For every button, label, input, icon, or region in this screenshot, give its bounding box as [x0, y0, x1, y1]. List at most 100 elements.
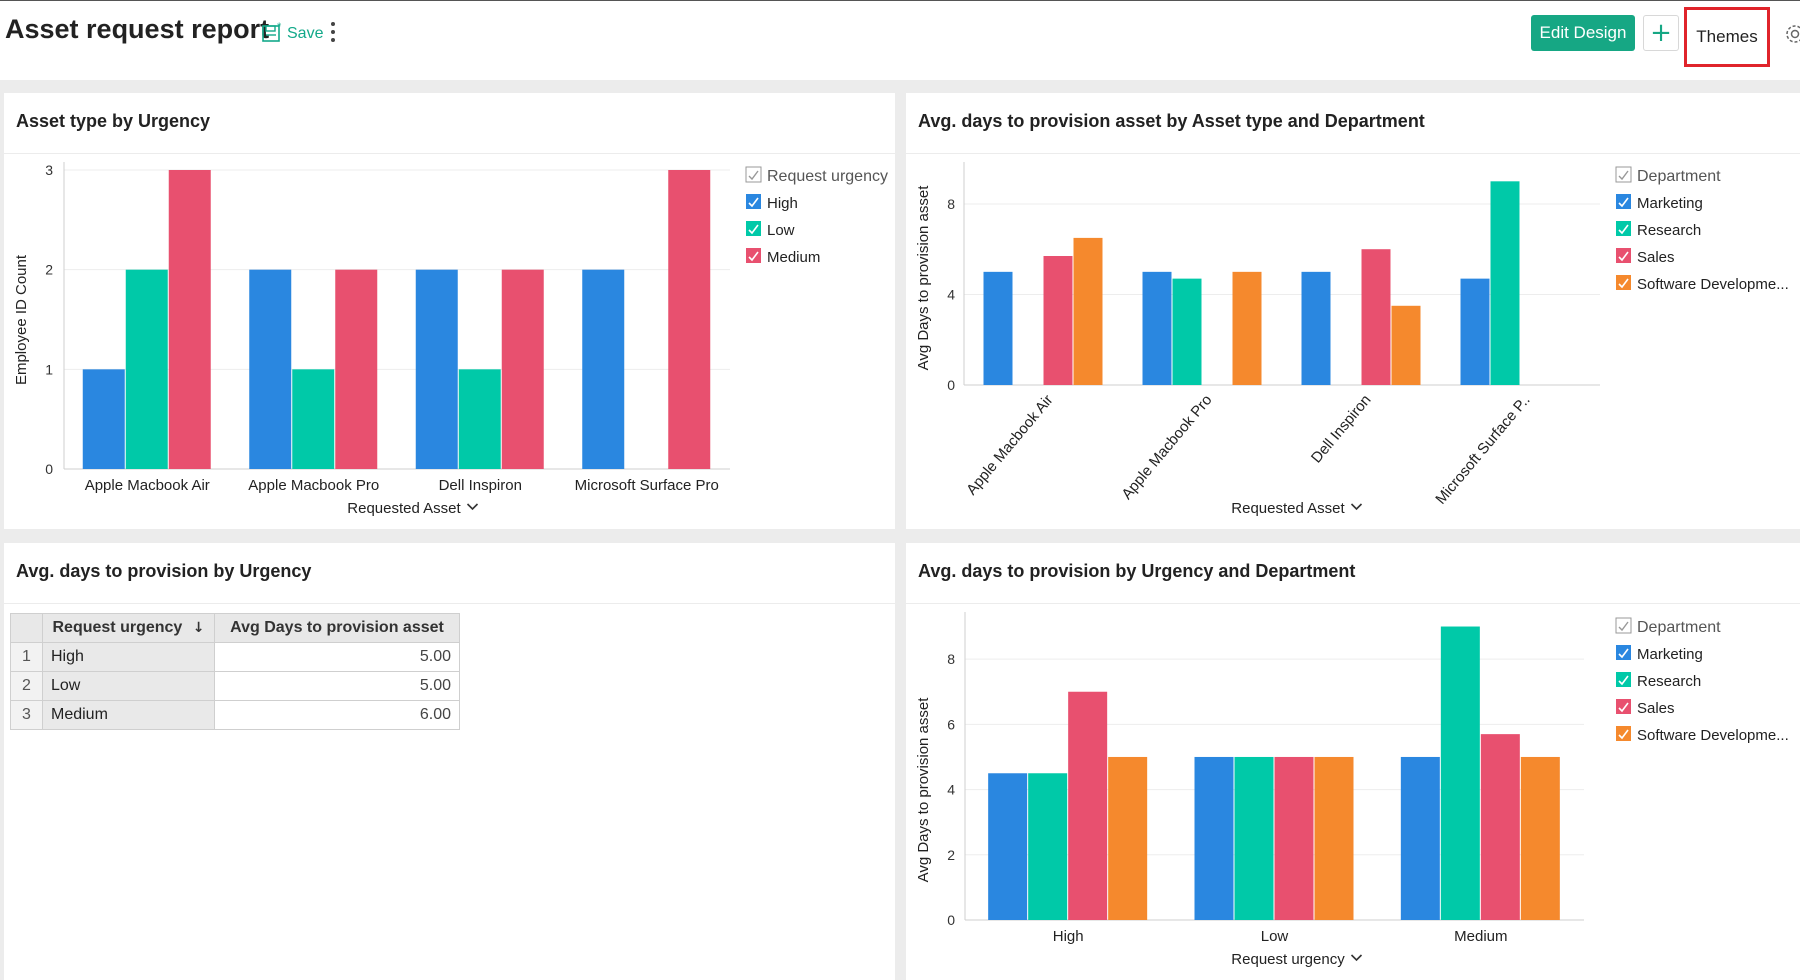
bar-medium[interactable]	[668, 170, 711, 469]
x-tick-label: Microsoft Surface Pro	[575, 477, 719, 494]
bar-marketing[interactable]	[1400, 756, 1440, 920]
bar-research[interactable]	[1234, 756, 1274, 920]
bar-marketing[interactable]	[1301, 271, 1331, 385]
row-label: Medium	[42, 700, 215, 730]
divider	[906, 603, 1800, 604]
x-tick-label: Apple Macbook Air	[85, 477, 210, 494]
check-icon	[748, 170, 759, 181]
bar-sales[interactable]	[1068, 691, 1108, 920]
add-button[interactable]: +	[1643, 15, 1679, 51]
bar-sales[interactable]	[1043, 256, 1073, 385]
row-number-header	[10, 613, 43, 643]
svg-text:*: *	[277, 21, 282, 33]
y-axis-label: Avg Days to provision asset	[915, 185, 932, 371]
bar-research[interactable]	[1440, 626, 1480, 920]
x-axis-label: Requested Asset	[1231, 500, 1345, 517]
check-icon	[1618, 197, 1629, 208]
save-label: Save	[287, 25, 324, 42]
bar-research[interactable]	[1172, 278, 1202, 385]
bar-sales[interactable]	[1361, 249, 1391, 385]
save-button[interactable]: * Save	[262, 21, 323, 43]
legend-checkbox[interactable]	[745, 166, 762, 183]
row-number: 3	[10, 700, 43, 730]
legend-label: Marketing	[1637, 195, 1703, 212]
bar-software-developme[interactable]	[1232, 271, 1262, 385]
legend-checkbox[interactable]	[1615, 166, 1632, 183]
y-tick-label: 3	[45, 162, 53, 178]
bar-software-developme[interactable]	[1073, 237, 1103, 385]
bar-marketing[interactable]	[1460, 278, 1490, 385]
legend-label: Software Developme...	[1637, 276, 1789, 293]
bar-high[interactable]	[249, 269, 292, 469]
legend-label: Marketing	[1637, 646, 1703, 663]
bar-research[interactable]	[1028, 773, 1068, 920]
check-icon	[748, 224, 759, 235]
panel-title: Asset type by Urgency	[16, 111, 211, 131]
edit-design-button[interactable]: Edit Design	[1531, 15, 1635, 51]
table-row: 3 Medium 6.00	[10, 700, 460, 730]
bar-sales[interactable]	[1480, 734, 1520, 920]
legend-checkbox[interactable]	[1616, 645, 1631, 660]
bar-software-developme[interactable]	[1520, 756, 1560, 920]
bar-low[interactable]	[458, 369, 501, 469]
column-header-request-urgency[interactable]: Request urgency ↓	[42, 613, 215, 643]
themes-button[interactable]: Themes	[1684, 7, 1770, 67]
legend-label: Low	[767, 222, 795, 239]
top-bar: Asset request report * Save Edit Design …	[0, 0, 1800, 80]
bar-software-developme[interactable]	[1391, 305, 1421, 385]
bar-software-developme[interactable]	[1108, 756, 1148, 920]
divider	[4, 603, 895, 604]
bar-low[interactable]	[125, 269, 168, 469]
bar-medium[interactable]	[168, 170, 211, 469]
bar-marketing[interactable]	[1194, 756, 1234, 920]
row-value: 6.00	[214, 700, 460, 730]
bar-sales[interactable]	[1274, 756, 1314, 920]
legend-checkbox[interactable]	[1616, 672, 1631, 687]
table-row: 2 Low 5.00	[10, 671, 460, 701]
legend-label: Sales	[1637, 249, 1675, 266]
column-header-label: Request urgency	[52, 619, 183, 636]
bar-marketing[interactable]	[1142, 271, 1172, 385]
row-value: 5.00	[214, 642, 460, 672]
x-axis-label: Requested Asset	[347, 500, 461, 517]
divider	[4, 153, 895, 154]
chevron-down-icon[interactable]	[466, 503, 479, 511]
chevron-down-icon[interactable]	[1350, 503, 1363, 511]
bar-low[interactable]	[292, 369, 335, 469]
bar-medium[interactable]	[501, 269, 544, 469]
save-icon: *	[262, 21, 282, 42]
bar-software-developme[interactable]	[1314, 756, 1354, 920]
panel-title: Avg. days to provision by Urgency and De…	[918, 561, 1356, 581]
y-tick-label: 2	[947, 847, 955, 863]
x-tick-label: Dell Inspiron	[439, 477, 522, 494]
column-header-avg-days[interactable]: Avg Days to provision asset	[214, 613, 460, 643]
bar-marketing[interactable]	[988, 773, 1028, 920]
legend-title: Request urgency	[767, 168, 888, 185]
legend-checkbox[interactable]	[1616, 726, 1631, 741]
bar-high[interactable]	[415, 269, 458, 469]
y-tick-label: 8	[947, 196, 955, 212]
check-icon	[1618, 729, 1629, 740]
gear-icon[interactable]	[1783, 23, 1800, 45]
legend-checkbox[interactable]	[1615, 617, 1632, 634]
down-arrow-icon[interactable]: ↓	[192, 620, 205, 636]
more-options-icon[interactable]	[326, 19, 340, 45]
page-title: Asset request report	[5, 14, 270, 44]
bar-high[interactable]	[582, 269, 625, 469]
bar-marketing[interactable]	[983, 271, 1013, 385]
y-tick-label: 1	[45, 361, 53, 377]
legend-checkbox[interactable]	[1616, 699, 1631, 714]
bar-research[interactable]	[1490, 181, 1520, 385]
check-icon	[748, 197, 759, 208]
y-axis-label: Employee ID Count	[13, 254, 30, 385]
chevron-down-icon[interactable]	[1350, 954, 1363, 962]
row-label: Low	[42, 671, 215, 701]
bar-high[interactable]	[82, 369, 125, 469]
data-table: Request urgency ↓ Avg Days to provision …	[10, 613, 460, 730]
y-tick-label: 6	[947, 716, 955, 732]
check-icon	[1618, 648, 1629, 659]
check-icon	[1618, 702, 1629, 713]
bar-medium[interactable]	[335, 269, 378, 469]
